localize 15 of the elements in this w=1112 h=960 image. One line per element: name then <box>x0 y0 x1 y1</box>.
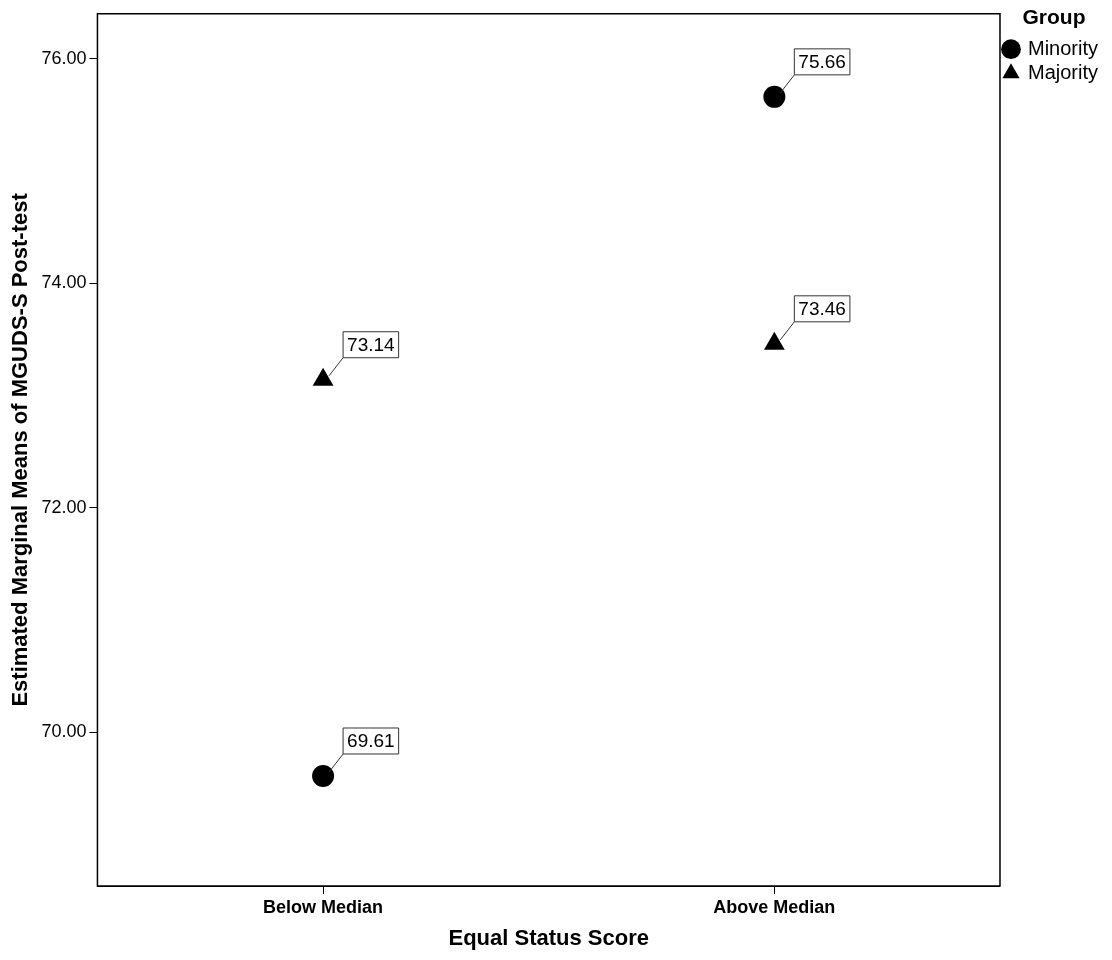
data-label: 73.46 <box>798 298 846 320</box>
y-tick-label: 76.00 <box>41 47 87 68</box>
x-tick-label: Below Median <box>263 896 384 917</box>
legend-label: Minority <box>1027 36 1099 59</box>
y-axis-title: Estimated Marginal Means of MGUDS-S Post-test <box>7 192 33 707</box>
data-label: 75.66 <box>798 51 846 73</box>
legend-label: Majority <box>1027 60 1099 83</box>
data-label: 73.14 <box>347 333 396 355</box>
x-axis-title: Equal Status Score <box>448 924 649 950</box>
y-tick-label: 70.00 <box>41 721 87 742</box>
data-label: 69.61 <box>347 730 395 752</box>
legend-title: Group <box>1022 5 1086 29</box>
y-tick-label: 72.00 <box>41 496 87 517</box>
y-tick-label: 74.00 <box>41 272 87 293</box>
x-tick-label: Above Median <box>713 896 836 917</box>
